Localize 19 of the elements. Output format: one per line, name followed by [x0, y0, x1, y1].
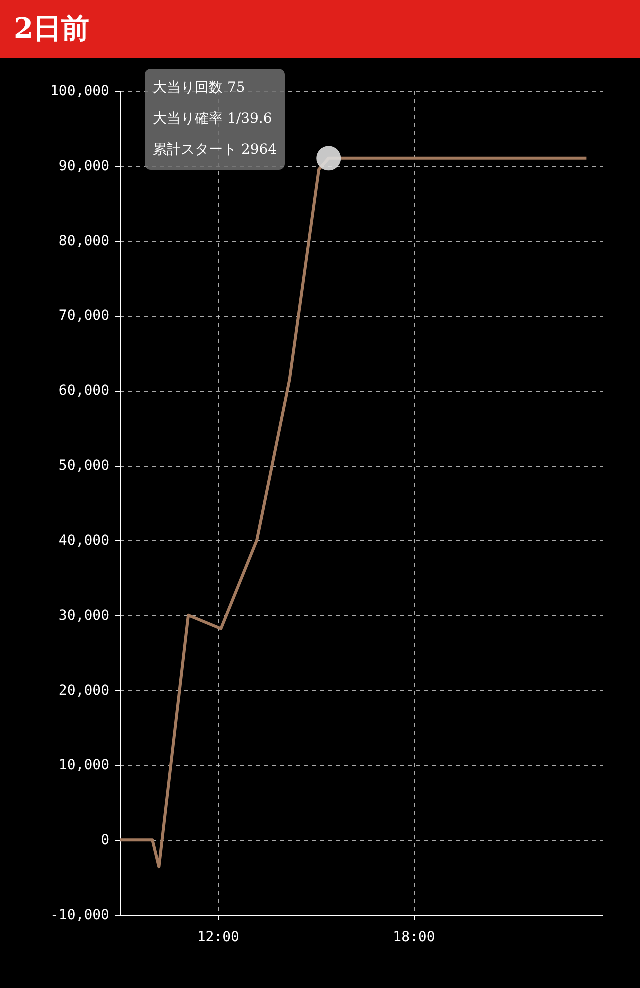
y-tick-label: -10,000 [50, 908, 110, 924]
y-tick-label: 10,000 [58, 758, 110, 774]
annotation: 累計スタート 2964 [153, 141, 278, 160]
y-tick-label: 100,000 [50, 84, 110, 100]
y-tick-label: 40,000 [58, 532, 110, 549]
y-tick-label: 70,000 [58, 308, 110, 324]
y-tick-label: 20,000 [58, 682, 110, 699]
annotation: 大当り確率 1/39.6 [153, 110, 274, 129]
y-tick-label: 50,000 [58, 458, 110, 474]
y-tick-label: 60,000 [58, 383, 110, 400]
chart-title: 2日前 [0, 0, 640, 58]
annotation: 大当り回数 75 [153, 79, 246, 98]
x-tick-label: 12:00 [197, 930, 240, 946]
y-tick-label: 30,000 [58, 608, 110, 624]
x-tick-label: 18:00 [393, 930, 436, 946]
y-tick-label: 90,000 [58, 158, 110, 174]
y-tick-label: 80,000 [58, 233, 110, 250]
y-tick-label: 0 [101, 832, 110, 849]
line-series [118, 156, 588, 869]
